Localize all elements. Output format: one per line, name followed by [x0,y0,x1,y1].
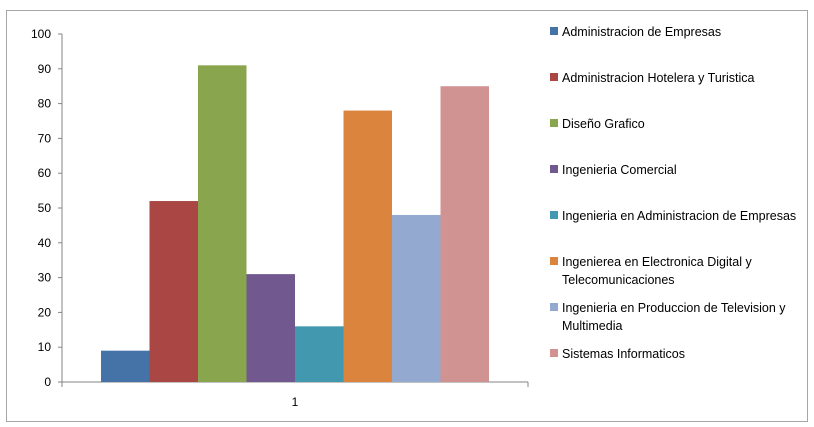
legend-label: Ingenieria en Produccion de Television y… [562,301,786,333]
y-tick-label: 40 [38,236,52,250]
legend-label: Ingenierea en Electronica Digital y Tele… [562,255,752,287]
legend-item: Administracion Hotelera y Turistica [550,69,814,87]
y-tick-label: 100 [31,27,51,41]
legend-swatch [550,73,558,81]
y-tick-label: 20 [38,305,52,319]
legend-swatch [550,349,558,357]
legend-swatch [550,119,558,127]
y-tick-label: 10 [38,340,52,354]
y-tick-label: 70 [38,131,52,145]
legend-swatch [550,165,558,173]
bars [101,65,489,382]
legend-label: Diseño Grafico [562,117,645,131]
bar-ingenieria-en-produccion-de-television-y-multimedia [392,214,441,382]
legend-item: Ingenierea en Electronica Digital y Tele… [550,253,814,289]
legend-swatch [550,257,558,265]
y-tick-label: 30 [38,271,52,285]
legend-label: Ingenieria Comercial [562,163,677,177]
y-tick-label: 60 [38,166,52,180]
axes: 0 10 20 30 40 50 60 70 80 90 100 1 [31,27,529,409]
legend-item: Ingenieria en Produccion de Television y… [550,299,814,335]
x-tick-label: 1 [292,395,299,409]
bar-ingenierea-en-electronica-digital-y-telecomunicaciones [343,110,392,382]
bar-ingenieria-comercial [246,274,295,382]
legend-swatch [550,27,558,35]
legend-item: Administracion de Empresas [550,23,814,41]
legend-item: Ingenieria Comercial [550,161,814,179]
bar-sistemas-informaticos [440,86,489,382]
bar-chart: 0 10 20 30 40 50 60 70 80 90 100 1 [31,27,529,409]
chart-frame: 0 10 20 30 40 50 60 70 80 90 100 1 Administracion d… [6,10,808,422]
bar-administracion-de-empresas [101,350,150,382]
y-tick-label: 90 [38,62,52,76]
legend-label: Administracion de Empresas [562,25,722,39]
legend-label: Ingenieria en Administracion de Empresas [562,209,797,223]
y-tick-label: 50 [38,201,52,215]
bar-ingenieria-en-administracion-de-empresas [295,326,344,382]
bar-dise-o-grafico [198,65,247,382]
legend-item: Sistemas Informaticos [550,345,814,363]
legend-item: Diseño Grafico [550,115,814,133]
legend-item: Ingenieria en Administracion de Empresas [550,207,814,225]
legend-swatch [550,211,558,219]
legend-swatch [550,303,558,311]
bar-administracion-hotelera-y-turistica [149,201,198,382]
legend-label: Administracion Hotelera y Turistica [562,71,755,85]
y-tick-label: 0 [44,375,51,389]
legend-label: Sistemas Informaticos [562,347,685,361]
y-tick-label: 80 [38,97,52,111]
